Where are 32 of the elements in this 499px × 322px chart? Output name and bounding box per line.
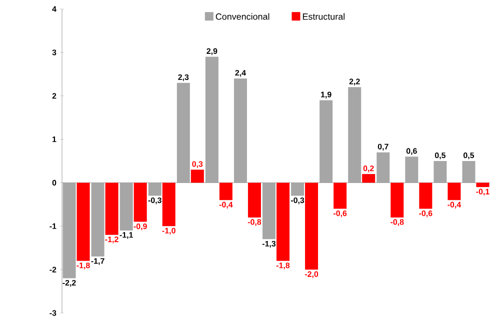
bar (348, 87, 362, 183)
bar (219, 182, 232, 200)
bar (405, 156, 418, 183)
bar (476, 182, 490, 188)
bar (76, 182, 90, 261)
legend-label: Convencional (216, 13, 270, 20)
bar (91, 182, 104, 257)
bar (148, 182, 162, 196)
bar (62, 182, 76, 278)
bar (462, 161, 476, 183)
bar (362, 174, 376, 183)
bar (162, 182, 176, 226)
bar (262, 182, 276, 240)
bar (291, 182, 304, 196)
bar (190, 170, 204, 183)
bar (305, 182, 318, 270)
bar (434, 161, 447, 183)
legend-label: Estructural (302, 13, 344, 20)
bar (120, 182, 133, 230)
bar (320, 100, 333, 183)
bar (248, 182, 261, 218)
bar (376, 152, 390, 183)
bar (205, 56, 218, 183)
bar (134, 182, 147, 222)
bar (448, 182, 461, 200)
bar (176, 82, 190, 183)
bar (234, 78, 247, 183)
bar (390, 182, 404, 218)
bar (276, 182, 290, 261)
bar (419, 182, 432, 209)
bar (334, 182, 347, 209)
bar (105, 182, 118, 235)
